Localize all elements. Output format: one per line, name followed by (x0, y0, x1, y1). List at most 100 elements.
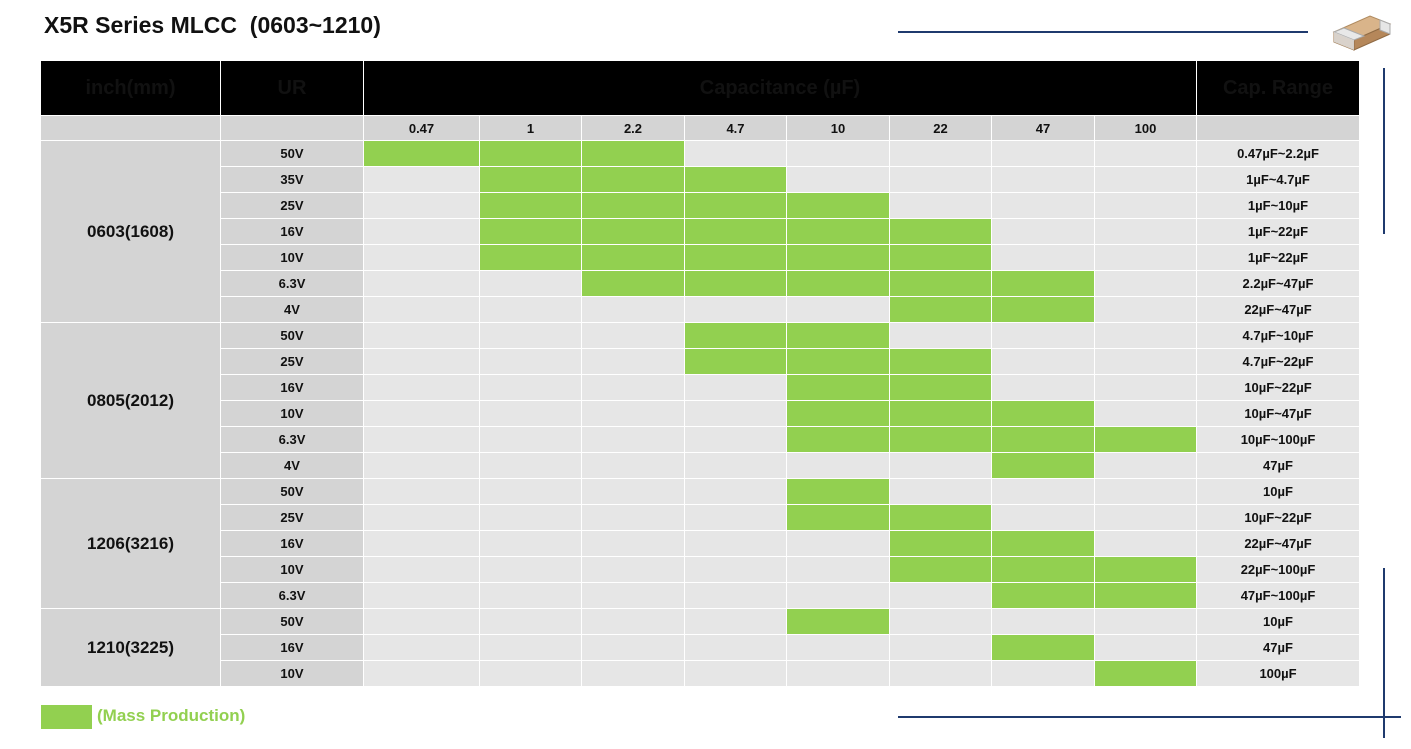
mass-production-cell (889, 270, 992, 297)
capacitance-header-cell: 10 (786, 115, 890, 141)
table-row: 4V 47µF (41, 452, 1360, 479)
right-rule-bottom (1383, 568, 1385, 738)
empty-cell (479, 530, 582, 557)
cap-range-cell: 10µF (1196, 478, 1360, 505)
empty-cell (363, 478, 480, 505)
table-row: 35V 1µF~4.7µF (41, 166, 1360, 193)
mass-production-cell (889, 218, 992, 245)
table-row: 16V 10µF~22µF (41, 374, 1360, 401)
mass-production-cell (786, 218, 890, 245)
cap-range-cell: 1µF~22µF (1196, 218, 1360, 245)
table-row: 6.3V 10µF~100µF (41, 426, 1360, 453)
cap-range-cell: 47µF (1196, 452, 1360, 479)
empty-cell (786, 140, 890, 167)
cap-range-cell: 10µF~22µF (1196, 374, 1360, 401)
rated-voltage-cell: 16V (220, 374, 364, 401)
cap-range-cell: 10µF~100µF (1196, 426, 1360, 453)
empty-cell (363, 582, 480, 609)
empty-cell (479, 426, 582, 453)
empty-cell (889, 608, 992, 635)
mass-production-cell (889, 504, 992, 531)
mass-production-cell (991, 400, 1095, 427)
empty-cell (363, 374, 480, 401)
empty-cell (1094, 296, 1197, 323)
mass-production-cell (889, 244, 992, 271)
empty-cell (684, 452, 787, 479)
mass-production-cell (684, 192, 787, 219)
mass-production-cell (684, 166, 787, 193)
empty-cell (991, 348, 1095, 375)
empty-cell (991, 166, 1095, 193)
empty-cell (991, 140, 1095, 167)
rated-voltage-cell: 50V (220, 140, 364, 167)
cap-range-cell: 0.47µF~2.2µF (1196, 140, 1360, 167)
mass-production-cell (786, 322, 890, 349)
mass-production-cell (581, 166, 685, 193)
cap-range-cell: 1µF~10µF (1196, 192, 1360, 219)
table-row: 1206(3216) 50V 10µF (40, 478, 1360, 609)
cap-range-cell: 47µF~100µF (1196, 582, 1360, 609)
rated-voltage-cell: 10V (220, 244, 364, 271)
empty-cell (786, 660, 890, 687)
mass-production-cell (786, 426, 890, 453)
mass-production-cell (684, 244, 787, 271)
empty-cell (479, 400, 582, 427)
mass-production-cell (581, 270, 685, 297)
header-capacitance: Capacitance (µF) (363, 60, 1197, 116)
empty-cell (363, 322, 480, 349)
empty-cell (363, 218, 480, 245)
table-row: 0805(2012) 50V 4.7µF~10µF (40, 322, 1360, 479)
mass-production-cell (786, 478, 890, 505)
mass-production-cell (479, 244, 582, 271)
mass-production-cell (479, 140, 582, 167)
empty-cell (479, 504, 582, 531)
cap-range-cell: 4.7µF~10µF (1196, 322, 1360, 349)
empty-cell (581, 660, 685, 687)
empty-cell (786, 634, 890, 661)
header-ur: UR (220, 60, 364, 116)
rated-voltage-cell: 10V (220, 556, 364, 583)
mass-production-cell (479, 166, 582, 193)
cap-range-cell: 22µF~47µF (1196, 530, 1360, 557)
mass-production-cell (581, 192, 685, 219)
table-row: 10V 1µF~22µF (41, 244, 1360, 271)
table-row: 25V 4.7µF~22µF (41, 348, 1360, 375)
empty-cell (684, 478, 787, 505)
empty-cell (889, 140, 992, 167)
empty-cell (684, 426, 787, 453)
mass-production-cell (889, 400, 992, 427)
capacitance-header-cell: 0.47 (363, 115, 480, 141)
mass-production-cell (786, 192, 890, 219)
capacitance-value-row: 0.47 1 2.2 4.7 10 22 47 100 (40, 115, 1360, 141)
mass-production-cell (684, 270, 787, 297)
cap-range-cell: 2.2µF~47µF (1196, 270, 1360, 297)
table-row: 10V 10µF~47µF (41, 400, 1360, 427)
case-size-cell: 0603(1608) (40, 140, 221, 323)
table-row: 10V 100µF (41, 660, 1360, 687)
capacitance-header-cell: 100 (1094, 115, 1197, 141)
mass-production-cell (479, 192, 582, 219)
empty-cell (684, 504, 787, 531)
empty-cell (1094, 374, 1197, 401)
mass-production-cell (889, 348, 992, 375)
right-rule-top (1383, 68, 1385, 234)
header-size: inch(mm) (40, 60, 221, 116)
empty-cell (1094, 504, 1197, 531)
empty-cell (786, 556, 890, 583)
table-row: 16V 22µF~47µF (41, 530, 1360, 557)
empty-cell (1094, 192, 1197, 219)
empty-cell (363, 530, 480, 557)
capacitance-header-cell: 2.2 (581, 115, 685, 141)
empty-cell (1094, 348, 1197, 375)
empty-cell (1094, 270, 1197, 297)
legend-swatch (41, 705, 92, 729)
empty-cell (991, 608, 1095, 635)
empty-cell (581, 504, 685, 531)
empty-cell (991, 192, 1095, 219)
empty-cell (363, 660, 480, 687)
cap-range-cell: 47µF (1196, 634, 1360, 661)
header-cap-range: Cap. Range (1196, 60, 1360, 116)
empty-cell (581, 374, 685, 401)
mass-production-cell (991, 296, 1095, 323)
empty-cell (581, 608, 685, 635)
